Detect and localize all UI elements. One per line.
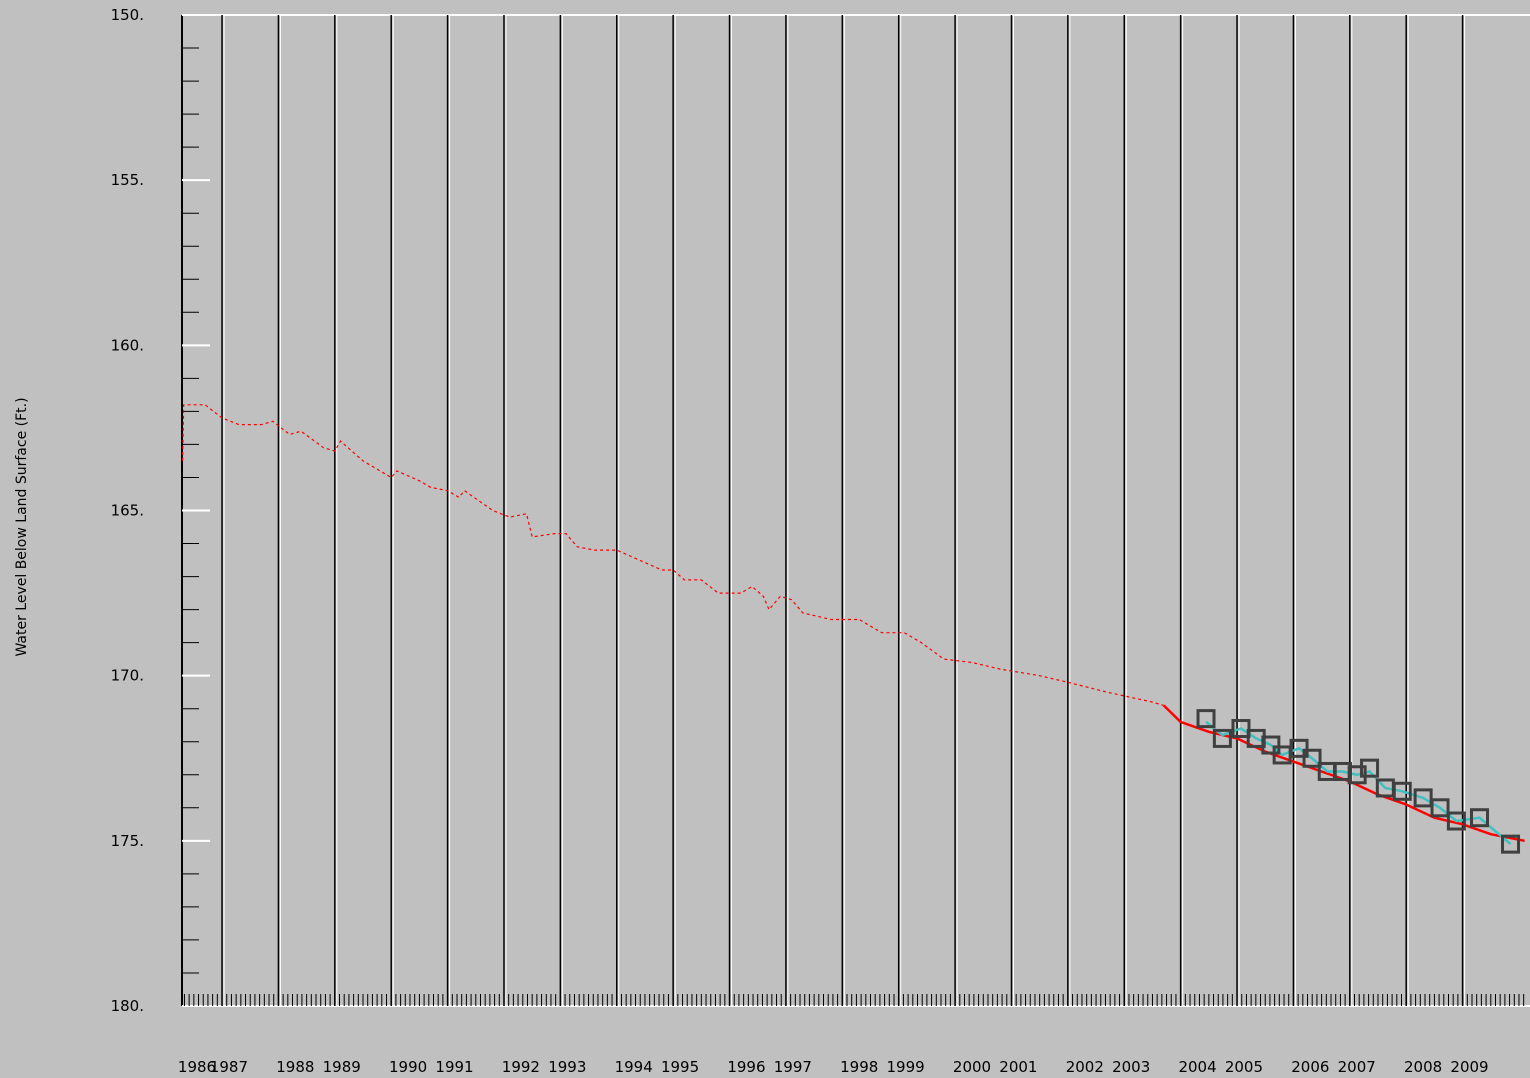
- x-tick-label: 1992: [502, 1058, 540, 1076]
- y-tick-label: 155.: [111, 171, 144, 189]
- x-tick-label: 1988: [276, 1058, 314, 1076]
- y-tick-label: 150.: [111, 6, 144, 24]
- marker: [1212, 728, 1232, 748]
- x-tick-label: 1987: [210, 1058, 248, 1076]
- x-tick-label: 2000: [953, 1058, 991, 1076]
- x-tick-label: 1994: [615, 1058, 653, 1076]
- x-tick-label: 2002: [1066, 1058, 1104, 1076]
- marker: [1261, 735, 1281, 755]
- x-tick-label: 1998: [840, 1058, 878, 1076]
- y-axis-label: Water Level Below Land Surface (Ft.): [14, 397, 30, 656]
- x-tick-label: 2001: [999, 1058, 1037, 1076]
- marker: [1289, 738, 1309, 758]
- x-tick-label: 1991: [435, 1058, 473, 1076]
- marker: [1196, 709, 1216, 729]
- x-tick-label: 1996: [727, 1058, 765, 1076]
- x-tick-label: 1993: [548, 1058, 586, 1076]
- marker: [1501, 834, 1521, 854]
- x-tick-label: 2004: [1178, 1058, 1216, 1076]
- y-tick-label: 160.: [111, 336, 144, 354]
- y-tick-label: 180.: [111, 997, 144, 1015]
- y-tick-label: 170.: [111, 667, 144, 685]
- marker: [1413, 788, 1433, 808]
- marker: [1392, 781, 1412, 801]
- x-tick-label: 2008: [1404, 1058, 1442, 1076]
- x-tick-label: 2009: [1450, 1058, 1488, 1076]
- x-tick-label: 1999: [887, 1058, 925, 1076]
- x-tick-label: 1989: [323, 1058, 361, 1076]
- series-line: [182, 404, 1164, 706]
- marker: [1231, 719, 1251, 739]
- marker: [1302, 748, 1322, 768]
- x-tick-label: 2006: [1291, 1058, 1329, 1076]
- marker: [1446, 811, 1466, 831]
- y-tick-label: 175.: [111, 832, 144, 850]
- series-line: [1205, 720, 1512, 846]
- x-tick-label: 1997: [774, 1058, 812, 1076]
- x-tick-label: 1995: [661, 1058, 699, 1076]
- marker: [1470, 808, 1490, 828]
- x-tick-label: 1990: [389, 1058, 427, 1076]
- x-tick-label: 1986: [178, 1058, 216, 1076]
- marker: [1430, 798, 1450, 818]
- marker: [1360, 758, 1380, 778]
- x-tick-label: 2007: [1338, 1058, 1376, 1076]
- x-tick-label: 2005: [1225, 1058, 1263, 1076]
- x-tick-label: 2003: [1112, 1058, 1150, 1076]
- y-tick-label: 165.: [111, 502, 144, 520]
